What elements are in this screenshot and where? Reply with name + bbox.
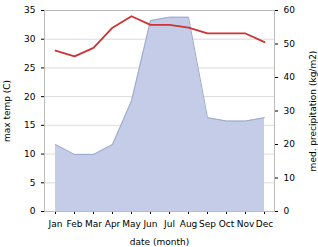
svg-text:Feb: Feb (67, 219, 83, 229)
svg-text:10: 10 (284, 173, 296, 183)
svg-text:Apr: Apr (105, 219, 121, 229)
svg-text:max temp (C): max temp (C) (2, 80, 12, 142)
svg-text:med. precipitation (kg/m2): med. precipitation (kg/m2) (308, 51, 318, 172)
svg-text:50: 50 (284, 39, 296, 49)
svg-text:Jun: Jun (142, 219, 157, 229)
svg-text:40: 40 (284, 72, 296, 82)
svg-text:date (month): date (month) (130, 237, 189, 247)
svg-text:25: 25 (24, 63, 35, 73)
svg-text:20: 20 (284, 139, 296, 149)
svg-text:May: May (122, 219, 141, 229)
svg-text:30: 30 (284, 106, 296, 116)
svg-text:0: 0 (284, 206, 290, 216)
svg-text:Nov: Nov (237, 219, 255, 229)
svg-text:35: 35 (24, 5, 35, 15)
svg-text:5: 5 (30, 178, 36, 188)
svg-text:Sep: Sep (199, 219, 216, 229)
svg-text:Jan: Jan (48, 219, 63, 229)
svg-text:Oct: Oct (219, 219, 235, 229)
svg-text:20: 20 (24, 92, 36, 102)
svg-text:60: 60 (284, 5, 296, 15)
svg-text:Mar: Mar (85, 219, 102, 229)
svg-text:10: 10 (24, 149, 36, 159)
svg-text:30: 30 (24, 34, 36, 44)
svg-text:Aug: Aug (180, 219, 198, 229)
svg-text:15: 15 (24, 120, 35, 130)
svg-text:Dec: Dec (256, 219, 273, 229)
svg-text:Jul: Jul (163, 219, 175, 229)
svg-text:0: 0 (30, 206, 36, 216)
